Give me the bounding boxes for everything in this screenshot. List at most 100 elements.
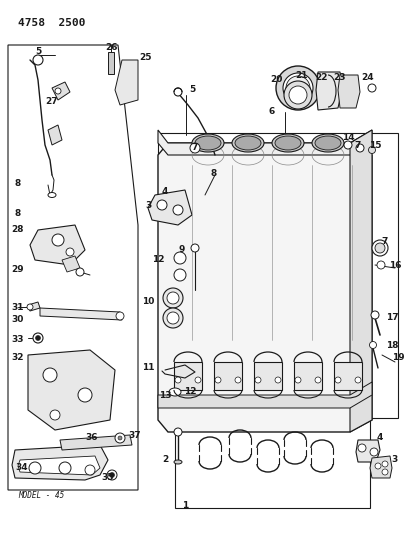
Circle shape bbox=[375, 243, 385, 253]
Text: 12: 12 bbox=[152, 255, 164, 264]
Circle shape bbox=[358, 444, 366, 452]
Text: 8: 8 bbox=[15, 179, 21, 188]
Text: 17: 17 bbox=[386, 313, 398, 322]
Circle shape bbox=[35, 335, 40, 341]
Text: 8: 8 bbox=[211, 168, 217, 177]
Polygon shape bbox=[214, 362, 242, 390]
Text: 8: 8 bbox=[15, 208, 21, 217]
Circle shape bbox=[315, 377, 321, 383]
Circle shape bbox=[175, 377, 181, 383]
Circle shape bbox=[173, 205, 183, 215]
Circle shape bbox=[174, 252, 186, 264]
Text: 19: 19 bbox=[392, 353, 404, 362]
Circle shape bbox=[50, 410, 60, 420]
Circle shape bbox=[167, 312, 179, 324]
Circle shape bbox=[255, 377, 261, 383]
Circle shape bbox=[191, 244, 199, 252]
Circle shape bbox=[66, 248, 74, 256]
Circle shape bbox=[289, 86, 307, 104]
Text: 14: 14 bbox=[341, 133, 354, 142]
Text: 21: 21 bbox=[296, 70, 308, 79]
Polygon shape bbox=[8, 45, 138, 490]
Polygon shape bbox=[158, 143, 372, 432]
Circle shape bbox=[174, 88, 182, 96]
Circle shape bbox=[371, 311, 379, 319]
Circle shape bbox=[115, 433, 125, 443]
Polygon shape bbox=[370, 456, 392, 478]
Circle shape bbox=[195, 377, 201, 383]
Circle shape bbox=[382, 469, 388, 475]
Circle shape bbox=[382, 461, 388, 467]
Polygon shape bbox=[30, 225, 85, 265]
Circle shape bbox=[78, 388, 92, 402]
Polygon shape bbox=[48, 125, 62, 145]
Text: 18: 18 bbox=[386, 341, 398, 350]
Circle shape bbox=[344, 141, 352, 149]
Circle shape bbox=[295, 377, 301, 383]
Circle shape bbox=[33, 55, 43, 65]
Polygon shape bbox=[350, 130, 372, 432]
Polygon shape bbox=[174, 362, 202, 390]
Circle shape bbox=[368, 147, 375, 154]
Circle shape bbox=[33, 333, 43, 343]
Circle shape bbox=[157, 200, 167, 210]
Polygon shape bbox=[18, 456, 100, 475]
Text: 5: 5 bbox=[189, 85, 195, 94]
Circle shape bbox=[107, 470, 117, 480]
Text: MODEL - 45: MODEL - 45 bbox=[18, 491, 64, 500]
Circle shape bbox=[356, 144, 364, 152]
Text: 7: 7 bbox=[355, 141, 361, 149]
Polygon shape bbox=[356, 440, 380, 462]
Polygon shape bbox=[12, 445, 108, 480]
Circle shape bbox=[174, 269, 186, 281]
Polygon shape bbox=[52, 82, 70, 100]
Text: 9: 9 bbox=[179, 246, 185, 254]
Circle shape bbox=[372, 240, 388, 256]
Circle shape bbox=[235, 377, 241, 383]
Circle shape bbox=[335, 377, 341, 383]
Text: 26: 26 bbox=[106, 44, 118, 52]
Ellipse shape bbox=[315, 136, 341, 150]
Polygon shape bbox=[28, 302, 40, 311]
Text: 35: 35 bbox=[102, 472, 114, 481]
Bar bbox=[158, 133, 398, 418]
Text: 23: 23 bbox=[334, 74, 346, 83]
Circle shape bbox=[370, 448, 378, 456]
Ellipse shape bbox=[275, 136, 301, 150]
Ellipse shape bbox=[272, 134, 304, 152]
Polygon shape bbox=[338, 75, 360, 108]
Text: 16: 16 bbox=[389, 261, 401, 270]
Polygon shape bbox=[62, 256, 80, 272]
Bar bbox=[108, 52, 114, 74]
Circle shape bbox=[59, 462, 71, 474]
Text: 13: 13 bbox=[159, 391, 171, 400]
Polygon shape bbox=[28, 350, 115, 430]
Circle shape bbox=[163, 308, 183, 328]
Circle shape bbox=[43, 368, 57, 382]
Circle shape bbox=[116, 312, 124, 320]
Bar bbox=[175, 418, 370, 508]
Circle shape bbox=[29, 462, 41, 474]
Text: 22: 22 bbox=[316, 74, 328, 83]
Circle shape bbox=[377, 261, 385, 269]
Circle shape bbox=[109, 472, 115, 478]
Circle shape bbox=[52, 234, 64, 246]
Text: 24: 24 bbox=[361, 74, 374, 83]
Ellipse shape bbox=[169, 388, 181, 396]
Text: 7: 7 bbox=[382, 238, 388, 246]
Polygon shape bbox=[40, 308, 122, 320]
Text: 4: 4 bbox=[377, 432, 383, 441]
Text: 20: 20 bbox=[270, 76, 282, 85]
Polygon shape bbox=[334, 362, 362, 390]
Text: 2: 2 bbox=[162, 456, 168, 464]
Circle shape bbox=[190, 143, 200, 153]
Ellipse shape bbox=[232, 134, 264, 152]
Text: 5: 5 bbox=[35, 47, 41, 56]
Circle shape bbox=[368, 84, 376, 92]
Circle shape bbox=[27, 304, 33, 310]
Text: 10: 10 bbox=[142, 297, 154, 306]
Text: 3: 3 bbox=[392, 456, 398, 464]
Polygon shape bbox=[294, 362, 322, 390]
Text: 32: 32 bbox=[12, 353, 24, 362]
Circle shape bbox=[76, 268, 84, 276]
